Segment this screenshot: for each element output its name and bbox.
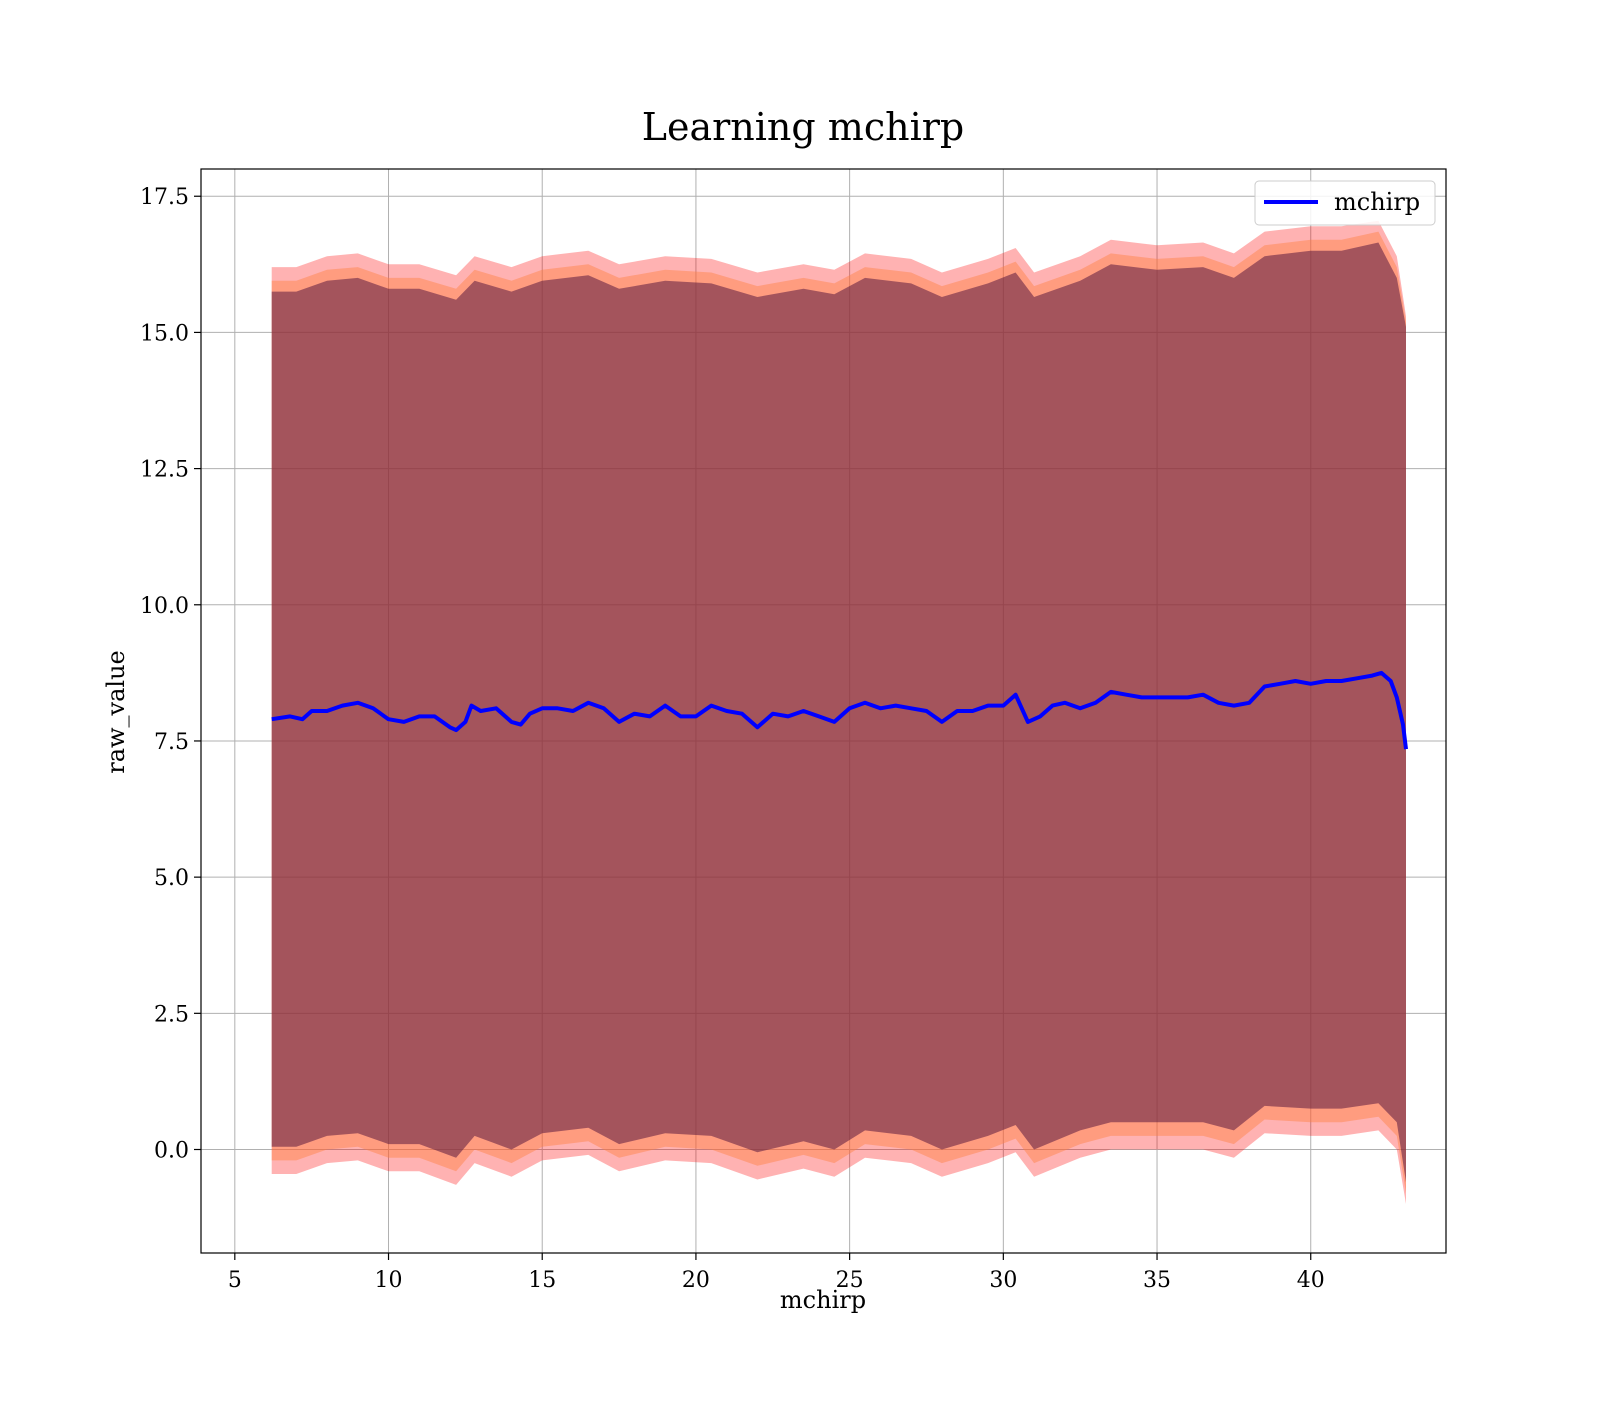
- y-tick-label: 5.0: [154, 866, 189, 891]
- chart-title: Learning mchirp: [642, 105, 964, 149]
- y-tick-label: 17.5: [140, 185, 189, 210]
- x-tick-label: 5: [228, 1268, 242, 1293]
- y-tick-label: 15.0: [140, 321, 189, 346]
- legend-box: [1254, 180, 1436, 226]
- series-line-mchirp: [271, 670, 1408, 750]
- series-lines: [271, 670, 1408, 750]
- x-axis-label: mchirp: [780, 1286, 866, 1314]
- y-tick-label: 0.0: [154, 1139, 189, 1164]
- y-tick-label: 7.5: [154, 730, 189, 755]
- x-tick-label: 25: [836, 1268, 864, 1293]
- y-axis-label: raw_value: [102, 650, 130, 774]
- y-tick-label: 12.5: [140, 458, 189, 483]
- legend: mchirp: [1254, 180, 1436, 226]
- legend-label: mchirp: [1334, 188, 1420, 216]
- x-tick-label: 10: [375, 1268, 403, 1293]
- x-tick-label: 30: [989, 1268, 1017, 1293]
- x-axis-ticks: 5 10 15 20 25 30 35 40: [228, 1253, 1325, 1293]
- band-2: [271, 242, 1407, 1183]
- x-tick-label: 35: [1143, 1268, 1171, 1293]
- x-tick-label: 20: [682, 1268, 710, 1293]
- y-axis-ticks: 0.0 2.5 5.0 7.5 10.0 12.5 15.0 17.5: [140, 185, 201, 1164]
- confidence-bands: [271, 220, 1407, 1204]
- x-tick-label: 15: [528, 1268, 556, 1293]
- y-tick-label: 10.0: [140, 594, 189, 619]
- y-tick-label: 2.5: [154, 1002, 189, 1027]
- x-tick-label: 40: [1297, 1268, 1325, 1293]
- plot-area: [200, 168, 1447, 1254]
